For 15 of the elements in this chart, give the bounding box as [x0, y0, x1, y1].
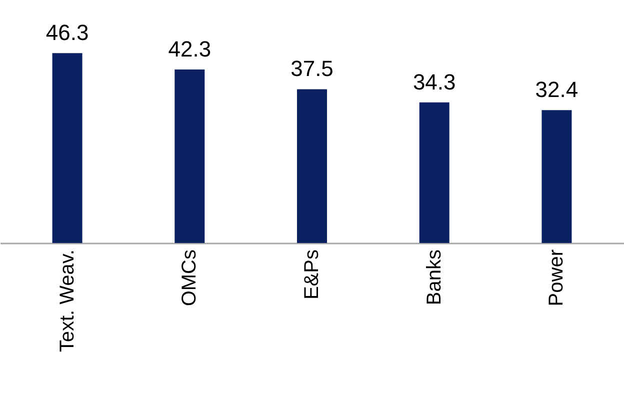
bar	[542, 110, 572, 243]
data-label: 46.3	[46, 20, 89, 46]
data-label: 32.4	[535, 77, 578, 102]
x-tick-label: Power	[546, 249, 568, 306]
data-label: 34.3	[412, 69, 456, 94]
data-label: 42.3	[168, 36, 212, 62]
x-tick-label: E&Ps	[301, 250, 323, 300]
data-label: 37.5	[290, 56, 334, 82]
bar	[419, 102, 450, 243]
bar	[297, 89, 327, 243]
x-tick-label: OMCs	[178, 250, 201, 306]
bar	[52, 53, 82, 243]
bar	[174, 70, 205, 243]
x-tick-label: Banks	[423, 250, 446, 306]
x-tick-label: Text. Weav.	[56, 250, 78, 352]
